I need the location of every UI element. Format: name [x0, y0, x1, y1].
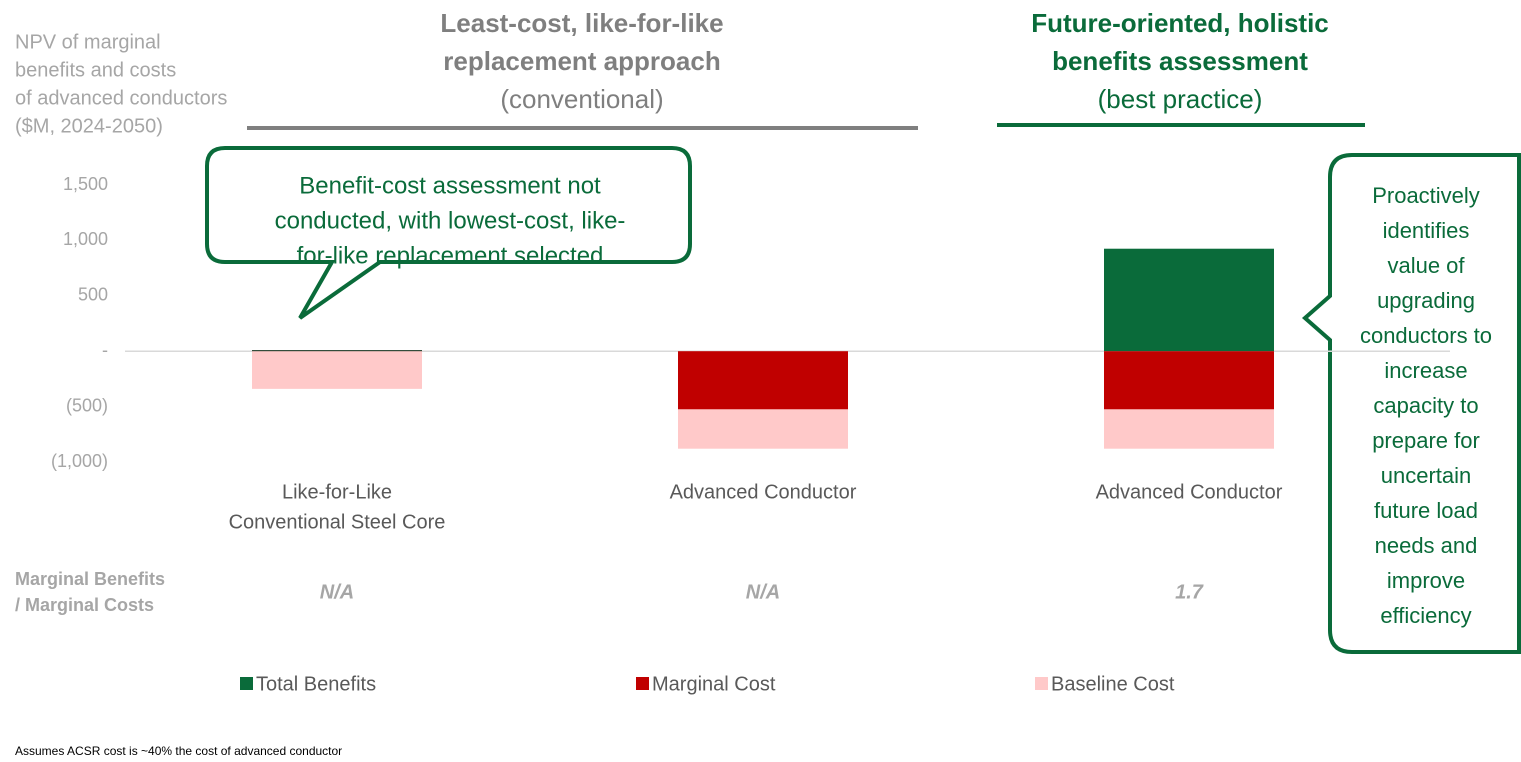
header-title: replacement approach: [443, 46, 720, 76]
callout-text: uncertain: [1381, 463, 1472, 488]
header-note: (best practice): [1098, 84, 1263, 114]
y-tick-label: (1,000): [51, 451, 108, 471]
ratio-value: 1.7: [1175, 581, 1204, 603]
bar: [1104, 409, 1274, 449]
callout-text: Proactively: [1372, 183, 1480, 208]
legend-label: Marginal Cost: [652, 673, 776, 695]
legend-swatch: [636, 677, 649, 690]
footnote: Assumes ACSR cost is ~40% the cost of ad…: [15, 744, 342, 758]
callout-box: [1301, 153, 1521, 654]
y-tick-label: -: [102, 340, 108, 360]
callout-box: [205, 146, 692, 320]
y-tick-label: 1,000: [63, 229, 108, 249]
y-axis-label: ($M, 2024-2050): [15, 115, 163, 137]
header-note: (conventional): [500, 84, 663, 114]
x-tick-label: Advanced Conductor: [670, 481, 857, 503]
y-tick-label: 1,500: [63, 174, 108, 194]
ratio-value: N/A: [746, 581, 780, 603]
header-title: benefits assessment: [1052, 46, 1308, 76]
y-axis-label: NPV of marginal: [15, 31, 161, 53]
y-tick-label: 500: [78, 285, 108, 305]
legend-swatch: [240, 677, 253, 690]
callout-text: increase: [1384, 358, 1467, 383]
y-axis-label: benefits and costs: [15, 59, 176, 81]
callout-text: for-like replacement selected: [297, 242, 604, 269]
callout-text: capacity to: [1373, 393, 1478, 418]
callout-text: efficiency: [1380, 603, 1471, 628]
x-tick-label: Advanced Conductor: [1096, 481, 1283, 503]
callout-text: Benefit-cost assessment not: [299, 172, 601, 199]
bar: [252, 350, 422, 352]
callout-text: prepare for: [1372, 428, 1480, 453]
y-axis-label: of advanced conductors: [15, 87, 227, 109]
ratio-label: / Marginal Costs: [15, 595, 154, 615]
callout-text: identifies: [1383, 218, 1470, 243]
bar: [1104, 248, 1274, 352]
x-tick-label: Like-for-Like: [282, 481, 392, 503]
callout-text: conductors to: [1360, 323, 1492, 348]
header-title: Least-cost, like-for-like: [440, 8, 723, 38]
callout-text: future load: [1374, 498, 1478, 523]
bar: [678, 351, 848, 410]
callout-text: needs and: [1375, 533, 1478, 558]
legend-label: Baseline Cost: [1051, 673, 1175, 695]
ratio-value: N/A: [320, 581, 354, 603]
legend-swatch: [1035, 677, 1048, 690]
legend-label: Total Benefits: [256, 673, 376, 695]
bar: [252, 351, 422, 389]
callout-text: improve: [1387, 568, 1465, 593]
callout-text: value of: [1387, 253, 1465, 278]
callout-text: conducted, with lowest-cost, like-: [275, 207, 626, 234]
header-title: Future-oriented, holistic: [1031, 8, 1329, 38]
x-tick-label: Conventional Steel Core: [229, 511, 446, 533]
callout-text: upgrading: [1377, 288, 1475, 313]
bar: [678, 409, 848, 449]
bar: [1104, 351, 1274, 410]
ratio-label: Marginal Benefits: [15, 569, 165, 589]
y-tick-label: (500): [66, 395, 108, 415]
